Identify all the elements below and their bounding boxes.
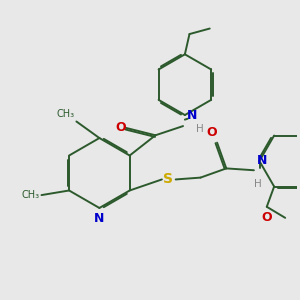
- Text: O: O: [262, 212, 272, 224]
- Text: N: N: [257, 154, 267, 166]
- Text: H: H: [196, 124, 204, 134]
- Text: H: H: [254, 179, 261, 189]
- Text: S: S: [163, 172, 173, 186]
- Text: O: O: [206, 126, 217, 139]
- Text: O: O: [115, 122, 126, 134]
- Text: CH₃: CH₃: [56, 109, 74, 119]
- Text: N: N: [94, 212, 105, 225]
- Text: N: N: [187, 110, 197, 122]
- Text: CH₃: CH₃: [22, 190, 40, 200]
